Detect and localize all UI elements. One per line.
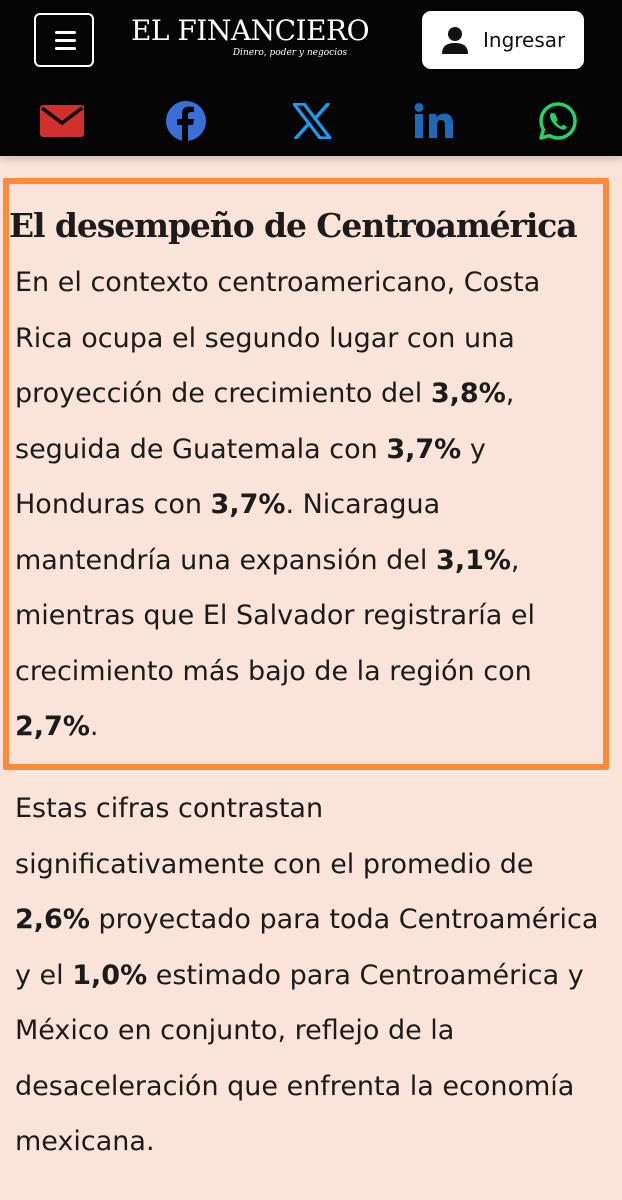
- paragraph-line: significativamente con el promedio de: [15, 848, 534, 880]
- paragraph-line: mientras que El Salvador registraría el: [15, 600, 535, 631]
- highlight-box: [3, 178, 609, 770]
- login-button[interactable]: Ingresar: [422, 11, 584, 69]
- share-bar: [0, 82, 622, 156]
- paragraph-line: mantendría una expansión del 3,1%,: [15, 544, 520, 576]
- paragraph-line: México en conjunto, reflejo de la: [15, 1015, 455, 1046]
- paragraph-line: mexicana.: [15, 1126, 155, 1157]
- paragraph-line: En el contexto centroamericano, Costa: [15, 267, 541, 298]
- paragraph-line: crecimiento más bajo de la región con: [15, 655, 532, 687]
- paragraph-line: proyección de crecimiento del 3,8%,: [15, 378, 515, 409]
- paragraph-line: seguida de Guatemala con 3,7% y: [15, 433, 486, 465]
- paragraph-line: Estas cifras contrastan: [15, 793, 324, 824]
- linkedin-icon: [414, 103, 453, 138]
- logo-title: EL FINANCIERO: [130, 14, 370, 47]
- article-paragraph-2: Estas cifras contrastan significativamen…: [15, 781, 598, 1170]
- figure-el-salvador: 2,7%: [15, 711, 90, 742]
- facebook-icon: [166, 101, 206, 142]
- paragraph-line: Rica ocupa el segundo lugar con una: [15, 322, 515, 354]
- x-icon: [293, 103, 331, 139]
- share-linkedin-button[interactable]: [412, 99, 456, 143]
- figure-guatemala: 3,7%: [386, 433, 462, 465]
- share-x-button[interactable]: [290, 99, 334, 143]
- hamburger-icon-bar: [55, 39, 76, 42]
- figure-centroamerica-mexico: 1,0%: [72, 959, 148, 991]
- hamburger-icon-bar: [55, 47, 76, 50]
- figure-centroamerica: 2,6%: [15, 904, 90, 935]
- paragraph-line: desaceleración que enfrenta la economía: [15, 1070, 575, 1102]
- paragraph-line: y el 1,0% estimado para Centroamérica y: [15, 959, 584, 991]
- menu-button[interactable]: [34, 13, 94, 67]
- whatsapp-icon: [539, 102, 577, 140]
- figure-costa-rica: 3,8%: [430, 378, 506, 409]
- hamburger-icon: [55, 31, 76, 34]
- share-facebook-button[interactable]: [164, 99, 208, 143]
- paragraph-line: Honduras con 3,7%. Nicaragua: [15, 489, 441, 520]
- user-icon: [442, 27, 468, 54]
- logo-tagline: Dinero, poder y negocios: [232, 48, 348, 58]
- site-header: EL FINANCIERO Dinero, poder y negocios I…: [0, 0, 622, 82]
- figure-honduras: 3,7%: [210, 489, 286, 520]
- figure-nicaragua: 3,1%: [436, 544, 511, 576]
- login-label: Ingresar: [483, 28, 566, 52]
- share-whatsapp-button[interactable]: [536, 99, 580, 143]
- paragraph-line: 2,6% proyectado para toda Centroamérica: [15, 904, 599, 935]
- share-email-button[interactable]: [40, 99, 84, 143]
- email-icon: [40, 105, 84, 137]
- site-logo[interactable]: EL FINANCIERO Dinero, poder y negocios: [110, 14, 390, 58]
- article-paragraph-1: En el contexto centroamericano, Costa Ri…: [15, 255, 540, 755]
- section-title: El desempeño de Centroamérica: [9, 206, 578, 245]
- paragraph-line: 2,7%.: [15, 711, 99, 742]
